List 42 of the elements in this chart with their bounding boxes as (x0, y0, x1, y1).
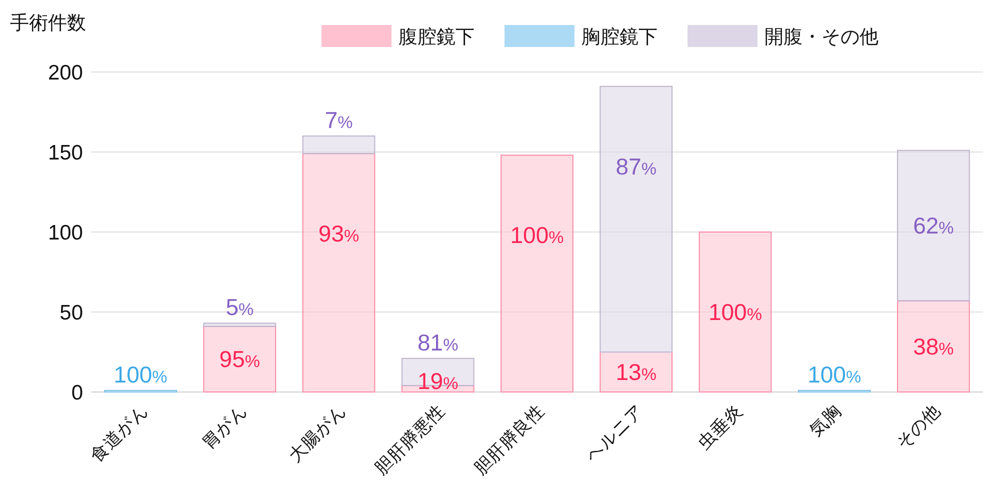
annotation: 100% (114, 361, 168, 388)
bar (203, 326, 276, 392)
x-tick-label: 胆肝膵良性 (470, 400, 548, 478)
annotation: 93% (318, 220, 360, 247)
y-tick-label: 100 (48, 222, 83, 244)
y-tick-label: 200 (48, 62, 83, 84)
x-tick-label: 食道がん (86, 400, 152, 466)
x-tick-label: その他 (892, 400, 944, 454)
bar (600, 352, 673, 392)
annotation: 5% (226, 294, 254, 320)
bar (500, 154, 574, 392)
annotation: 19% (418, 368, 458, 394)
annotation: 62% (913, 212, 954, 239)
legend-label: 胸腔鏡下 (582, 27, 658, 48)
annotation: 100% (808, 361, 862, 388)
legend-label: 開腹・その他 (764, 27, 878, 48)
bar (897, 300, 970, 392)
annotation: 95% (219, 346, 260, 372)
y-tick-label: 50 (60, 302, 83, 324)
bar (302, 136, 376, 154)
bar (302, 153, 376, 392)
annotation: 100% (708, 299, 762, 325)
legend-label: 腹腔鏡下 (398, 27, 474, 48)
y-axis-title: 手術件数 (10, 13, 86, 34)
x-tick-label: 胆肝膵悪性 (370, 400, 449, 478)
annotation: 81% (418, 329, 458, 356)
bar (203, 322, 276, 327)
x-tick-label: 大腸がん (284, 400, 350, 466)
annotation: 38% (913, 333, 954, 360)
bar (897, 150, 970, 302)
x-tick-label: 気胸 (806, 400, 846, 440)
y-tick-label: 0 (71, 382, 83, 404)
annotation: 100% (510, 222, 564, 248)
x-tick-label: 胃がん (198, 400, 250, 454)
x-tick-label: ヘルニア (582, 400, 647, 466)
annotation: 87% (616, 153, 656, 180)
x-tick-label: 虫垂炎 (694, 400, 746, 454)
annotation: 13% (616, 359, 656, 385)
bar (600, 86, 673, 352)
y-tick-label: 150 (48, 142, 83, 164)
annotation: 7% (324, 107, 353, 133)
bar (698, 232, 772, 392)
